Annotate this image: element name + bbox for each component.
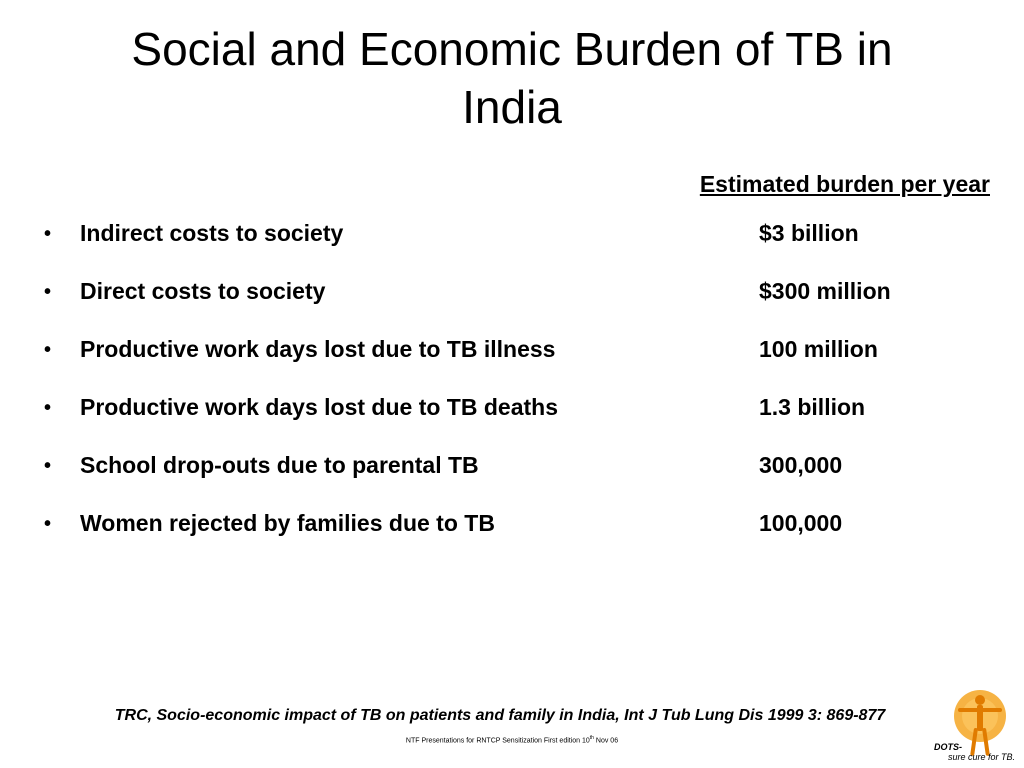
bullet: • [44,223,52,245]
bullet: • [44,455,52,477]
item-label: Direct costs to society [80,278,326,304]
list-item: • Productive work days lost due to TB de… [0,394,1024,434]
footer-text-end: Nov 06 [593,737,619,745]
footer-sup: th [589,735,594,741]
item-label: Indirect costs to society [80,220,344,246]
item-value: $300 million [759,278,891,304]
logo-text: DOTS- [934,742,962,752]
list-item: • Women rejected by families due to TB 1… [0,510,1024,550]
title-line-2: India [462,81,562,133]
item-value: 100,000 [759,510,843,536]
citation: TRC, Socio-economic impact of TB on pati… [114,707,886,724]
bullet: • [44,513,52,535]
bullet: • [44,339,52,361]
list-item: • Indirect costs to society $3 billion [0,220,1024,260]
item-label: Women rejected by families due to TB [80,510,495,536]
footer-note: NTF Presentations for RNTCP Sensitizatio… [0,735,1024,744]
list-item: • Productive work days lost due to TB il… [0,336,1024,376]
item-label: Productive work days lost due to TB deat… [80,394,558,420]
item-value: $3 billion [759,220,859,246]
title-line-1: Social and Economic Burden of TB in [131,23,893,75]
bullet: • [44,397,52,419]
bullet: • [44,281,52,303]
column-header: Estimated burden per year [699,171,990,197]
dots-logo-icon [954,690,1006,756]
item-value: 300,000 [759,452,843,478]
item-label: Productive work days lost due to TB illn… [80,336,556,362]
list-item: • Direct costs to society $300 million [0,278,1024,318]
logo-tagline: sure cure for TB. [948,752,1016,762]
item-value: 100 million [759,336,878,362]
slide-title: Social and Economic Burden of TB in Indi… [0,20,1024,136]
list-item: • School drop-outs due to parental TB 30… [0,452,1024,492]
item-value: 1.3 billion [759,394,866,420]
item-label: School drop-outs due to parental TB [80,452,479,478]
footer-text: NTF Presentations for RNTCP Sensitizatio… [405,737,590,745]
